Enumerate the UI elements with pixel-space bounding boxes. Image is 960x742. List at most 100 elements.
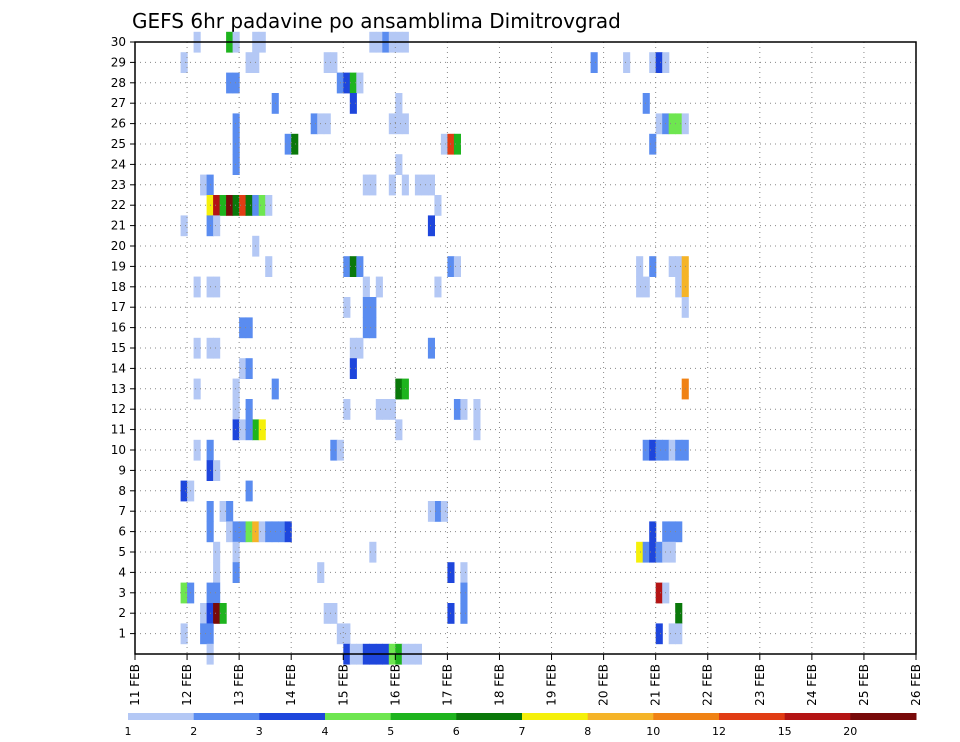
heatmap-cell bbox=[330, 603, 338, 624]
heatmap-cell bbox=[675, 256, 683, 277]
colorbar-swatch bbox=[653, 713, 720, 720]
heatmap-cell bbox=[245, 399, 253, 420]
y-tick-label: 27 bbox=[111, 96, 126, 110]
x-tick-label: 17 FEB bbox=[440, 664, 454, 706]
heatmap-cell bbox=[427, 337, 435, 359]
heatmap-cell bbox=[675, 603, 683, 624]
y-tick-label: 12 bbox=[111, 402, 126, 416]
heatmap-cell bbox=[675, 276, 683, 298]
heatmap-cell bbox=[258, 419, 266, 441]
heatmap-cell bbox=[395, 378, 403, 400]
heatmap-cell bbox=[213, 603, 221, 624]
y-tick-label: 23 bbox=[111, 178, 126, 192]
heatmap-cell bbox=[388, 174, 396, 196]
colorbar-swatch bbox=[719, 713, 786, 720]
x-tick-label: 19 FEB bbox=[545, 664, 559, 706]
heatmap-cell bbox=[668, 439, 676, 461]
heatmap-cell bbox=[649, 521, 657, 543]
heatmap-cell bbox=[232, 399, 240, 420]
heatmap-cell bbox=[232, 72, 240, 94]
x-tick-label: 21 FEB bbox=[649, 664, 663, 706]
heatmap-cell bbox=[330, 52, 338, 73]
heatmap-cell bbox=[668, 521, 676, 543]
y-tick-label: 10 bbox=[111, 443, 126, 457]
y-tick-label: 13 bbox=[111, 382, 126, 396]
heatmap-cell bbox=[213, 215, 221, 237]
y-tick-label: 21 bbox=[111, 219, 126, 233]
heatmap-cell bbox=[369, 174, 377, 196]
colorbar-swatch bbox=[587, 713, 654, 720]
heatmap-cell bbox=[343, 623, 351, 645]
heatmap-cell bbox=[349, 256, 357, 277]
heatmap-cell bbox=[362, 297, 370, 318]
y-tick-label: 1 bbox=[118, 627, 126, 641]
heatmap-cell bbox=[675, 623, 683, 645]
heatmap-cell bbox=[642, 541, 650, 563]
y-tick-label: 16 bbox=[111, 321, 126, 335]
heatmap-cell bbox=[343, 399, 351, 420]
x-tick-label: 25 FEB bbox=[857, 664, 871, 706]
heatmap-cell bbox=[245, 317, 253, 339]
colorbar-swatch bbox=[193, 713, 260, 720]
colorbar-label: 1 bbox=[125, 725, 132, 738]
heatmap-cell bbox=[232, 521, 240, 543]
heatmap-cell bbox=[655, 623, 663, 645]
heatmap-cell bbox=[193, 337, 201, 359]
chart-title: GEFS 6hr padavine po ansamblima Dimitrov… bbox=[132, 9, 621, 33]
heatmap-cell bbox=[226, 195, 234, 216]
x-tick-label: 23 FEB bbox=[753, 664, 767, 706]
heatmap-cell bbox=[239, 317, 247, 339]
heatmap-cell bbox=[213, 276, 221, 298]
heatmap-cell bbox=[655, 52, 663, 73]
heatmap-cell bbox=[278, 521, 286, 543]
heatmap-cell bbox=[395, 419, 403, 441]
y-tick-label: 20 bbox=[111, 239, 126, 253]
heatmap-cell bbox=[649, 52, 657, 73]
heatmap-cell bbox=[421, 174, 429, 196]
y-tick-label: 25 bbox=[111, 137, 126, 151]
heatmap-cell bbox=[388, 399, 396, 420]
x-tick-label: 15 FEB bbox=[336, 664, 350, 706]
heatmap-cell bbox=[636, 541, 644, 563]
heatmap-cell bbox=[284, 133, 292, 155]
heatmap-cell bbox=[239, 358, 247, 379]
heatmap-cell bbox=[232, 113, 240, 135]
x-tick-label: 24 FEB bbox=[805, 664, 819, 706]
heatmap-cell bbox=[668, 113, 676, 135]
x-tick-label: 22 FEB bbox=[701, 664, 715, 706]
colorbar-label: 12 bbox=[712, 725, 726, 738]
heatmap-cell bbox=[453, 256, 461, 277]
heatmap-cell bbox=[239, 419, 247, 441]
y-tick-label: 2 bbox=[118, 606, 126, 620]
heatmap-cell bbox=[245, 480, 253, 502]
heatmap-cell bbox=[258, 521, 266, 543]
y-axis-ticks: 1234567891011121314151617181920212223242… bbox=[111, 35, 135, 641]
heatmap-cell bbox=[265, 195, 273, 216]
heatmap-cell bbox=[636, 276, 644, 298]
heatmap-cell bbox=[649, 256, 657, 277]
heatmap-cell bbox=[375, 276, 383, 298]
heatmap-cell bbox=[310, 113, 318, 135]
heatmap-cell bbox=[440, 501, 448, 522]
heatmap-cell bbox=[219, 195, 227, 216]
heatmap-cell bbox=[388, 113, 396, 135]
heatmap-cell bbox=[232, 133, 240, 155]
heatmap-cell bbox=[636, 256, 644, 277]
heatmap-cell bbox=[434, 276, 442, 298]
y-tick-label: 19 bbox=[111, 259, 126, 273]
heatmap-cell bbox=[590, 52, 598, 73]
x-tick-label: 16 FEB bbox=[388, 664, 402, 706]
y-tick-label: 5 bbox=[118, 545, 126, 559]
heatmap-cell bbox=[369, 541, 377, 563]
heatmap-cell bbox=[213, 582, 221, 604]
heatmap-cell bbox=[623, 52, 631, 73]
heatmap-cell bbox=[473, 399, 481, 420]
heatmap-cell bbox=[323, 113, 331, 135]
y-tick-label: 4 bbox=[118, 565, 126, 579]
heatmap-cell bbox=[434, 195, 442, 216]
colorbar-swatch bbox=[259, 713, 326, 720]
heatmap-cell bbox=[226, 72, 234, 94]
heatmap-cell bbox=[675, 521, 683, 543]
y-tick-label: 24 bbox=[111, 157, 126, 171]
heatmap-cell bbox=[427, 501, 435, 522]
